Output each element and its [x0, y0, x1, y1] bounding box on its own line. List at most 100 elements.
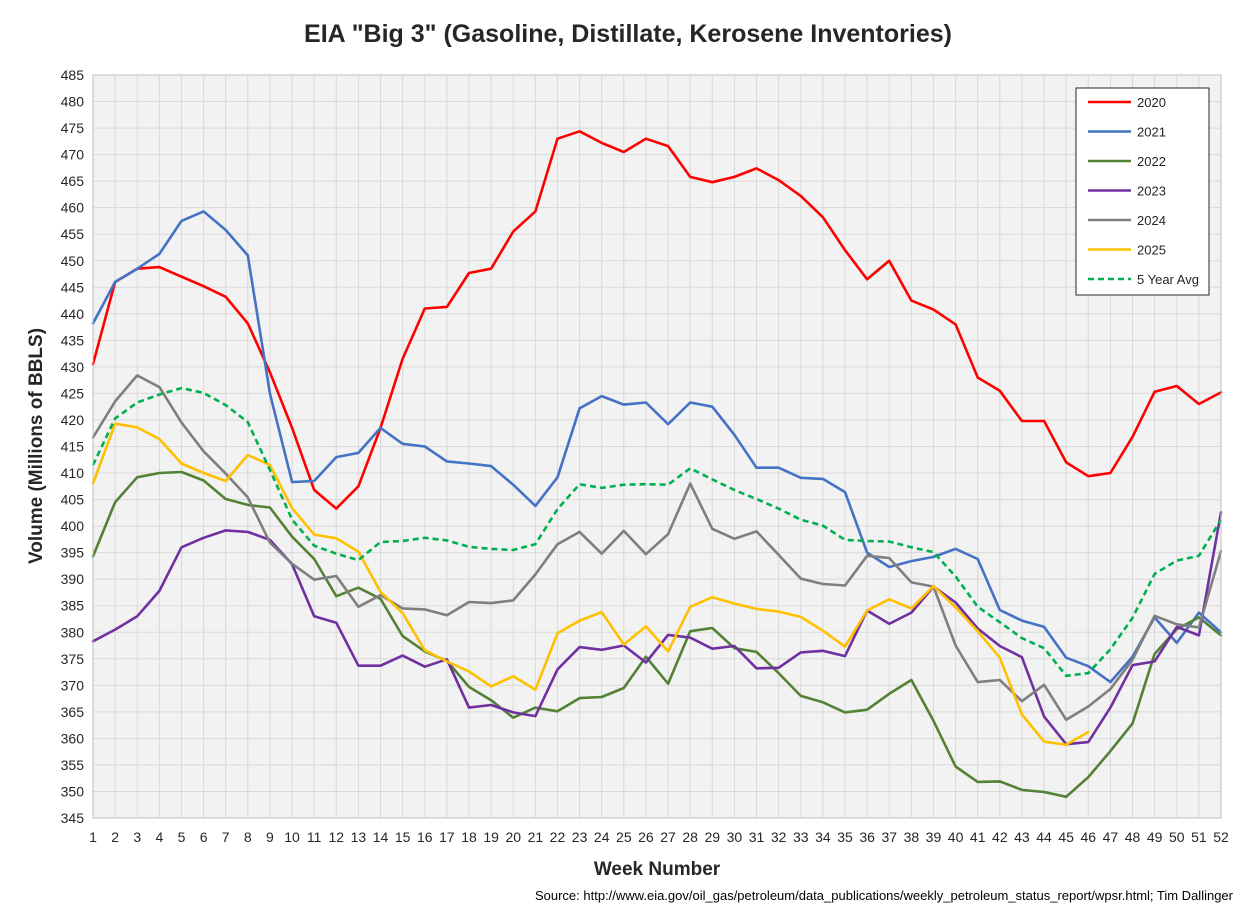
y-tick-label: 445: [61, 279, 85, 295]
y-tick-label: 465: [61, 173, 85, 189]
x-tick-label: 2: [111, 829, 119, 845]
x-tick-label: 50: [1169, 829, 1185, 845]
x-tick-label: 34: [815, 829, 831, 845]
legend-label: 2020: [1137, 95, 1166, 110]
x-tick-label: 28: [682, 829, 698, 845]
x-tick-label: 48: [1125, 829, 1141, 845]
y-tick-label: 380: [61, 624, 85, 640]
y-tick-label: 375: [61, 651, 85, 667]
x-tick-label: 12: [329, 829, 345, 845]
y-tick-label: 390: [61, 571, 85, 587]
x-tick-label: 8: [244, 829, 252, 845]
y-tick-label: 410: [61, 465, 85, 481]
x-tick-label: 44: [1036, 829, 1052, 845]
legend-label: 2022: [1137, 154, 1166, 169]
x-tick-label: 46: [1081, 829, 1097, 845]
x-tick-label: 18: [461, 829, 477, 845]
legend-label: 2021: [1137, 125, 1166, 140]
x-tick-label: 1: [89, 829, 97, 845]
x-tick-label: 25: [616, 829, 632, 845]
y-tick-label: 405: [61, 492, 85, 508]
x-tick-label: 33: [793, 829, 809, 845]
x-tick-label: 14: [373, 829, 389, 845]
legend-label: 5 Year Avg: [1137, 272, 1199, 287]
legend-label: 2024: [1137, 213, 1166, 228]
x-tick-label: 10: [284, 829, 300, 845]
y-tick-label: 440: [61, 306, 85, 322]
y-tick-label: 360: [61, 730, 85, 746]
series-line-2024: [91, 374, 1223, 722]
y-tick-label: 395: [61, 545, 85, 561]
series-line-2022: [91, 470, 1223, 799]
y-tick-label: 475: [61, 120, 85, 136]
x-tick-label: 31: [749, 829, 765, 845]
x-tick-label: 20: [505, 829, 521, 845]
x-tick-label: 45: [1058, 829, 1074, 845]
x-tick-label: 17: [439, 829, 455, 845]
x-tick-label: 47: [1103, 829, 1119, 845]
x-tick-label: 27: [660, 829, 676, 845]
series-line-2021: [91, 210, 1223, 684]
x-tick-label: 26: [638, 829, 654, 845]
x-tick-label: 39: [926, 829, 942, 845]
x-tick-label: 5: [178, 829, 186, 845]
x-tick-label: 29: [705, 829, 721, 845]
y-tick-label: 420: [61, 412, 85, 428]
plot-border: [92, 74, 1222, 819]
x-axis-label: Week Number: [594, 859, 721, 880]
x-tick-label: 24: [594, 829, 610, 845]
series-line-2020: [91, 130, 1223, 510]
x-tick-label: 22: [550, 829, 566, 845]
x-axis-ticks: 1 2 3 4 5 6 7 8 9 10 11 12 13 14 15 16 17 18 19 20 21 22 23 24 2…: [89, 829, 1229, 845]
x-tick-label: 23: [572, 829, 588, 845]
y-tick-label: 415: [61, 439, 85, 455]
x-tick-label: 6: [200, 829, 208, 845]
x-tick-label: 38: [904, 829, 920, 845]
y-tick-label: 385: [61, 598, 85, 614]
series-line-5-year-avg: [91, 386, 1223, 678]
legend-label: 2025: [1137, 243, 1166, 258]
chart-title: EIA "Big 3" (Gasoline, Distillate, Keros…: [304, 20, 952, 48]
source-note: Source: http://www.eia.gov/oil_gas/petro…: [534, 888, 1233, 903]
x-tick-label: 40: [948, 829, 964, 845]
x-tick-label: 9: [266, 829, 274, 845]
y-axis-label: Volume (Millions of BBLS): [26, 328, 47, 564]
x-tick-label: 15: [395, 829, 411, 845]
x-tick-label: 35: [837, 829, 853, 845]
x-tick-label: 21: [528, 829, 544, 845]
x-tick-label: 30: [727, 829, 743, 845]
y-axis-ticks: 345 350 355 360 365 370 375 380 385 390 395 400 405 4…: [61, 67, 85, 826]
x-tick-label: 36: [859, 829, 875, 845]
y-tick-label: 450: [61, 253, 85, 269]
x-tick-label: 16: [417, 829, 433, 845]
y-tick-label: 430: [61, 359, 85, 375]
legend-label: 2023: [1137, 184, 1166, 199]
y-tick-label: 355: [61, 757, 85, 773]
x-tick-label: 49: [1147, 829, 1163, 845]
x-tick-label: 32: [771, 829, 787, 845]
y-tick-label: 480: [61, 94, 85, 110]
x-tick-label: 42: [992, 829, 1008, 845]
y-tick-label: 370: [61, 677, 85, 693]
x-tick-label: 43: [1014, 829, 1030, 845]
y-tick-label: 350: [61, 783, 85, 799]
legend: 2020 2021 2022 2023 2024 2025 5 Year Avg: [1075, 87, 1210, 296]
x-tick-label: 4: [155, 829, 163, 845]
series-lines: [91, 130, 1223, 799]
x-tick-label: 41: [970, 829, 986, 845]
x-tick-label: 7: [222, 829, 230, 845]
x-tick-label: 19: [483, 829, 499, 845]
x-tick-label: 13: [351, 829, 367, 845]
y-tick-label: 345: [61, 810, 85, 826]
y-tick-label: 460: [61, 200, 85, 216]
y-tick-label: 435: [61, 332, 85, 348]
series-line-2025: [91, 422, 1090, 747]
x-tick-label: 52: [1213, 829, 1229, 845]
y-tick-label: 455: [61, 226, 85, 242]
y-tick-label: 485: [61, 67, 85, 83]
y-tick-label: 400: [61, 518, 85, 534]
x-tick-label: 37: [881, 829, 897, 845]
grid-lines: [92, 74, 1222, 819]
y-tick-label: 365: [61, 704, 85, 720]
